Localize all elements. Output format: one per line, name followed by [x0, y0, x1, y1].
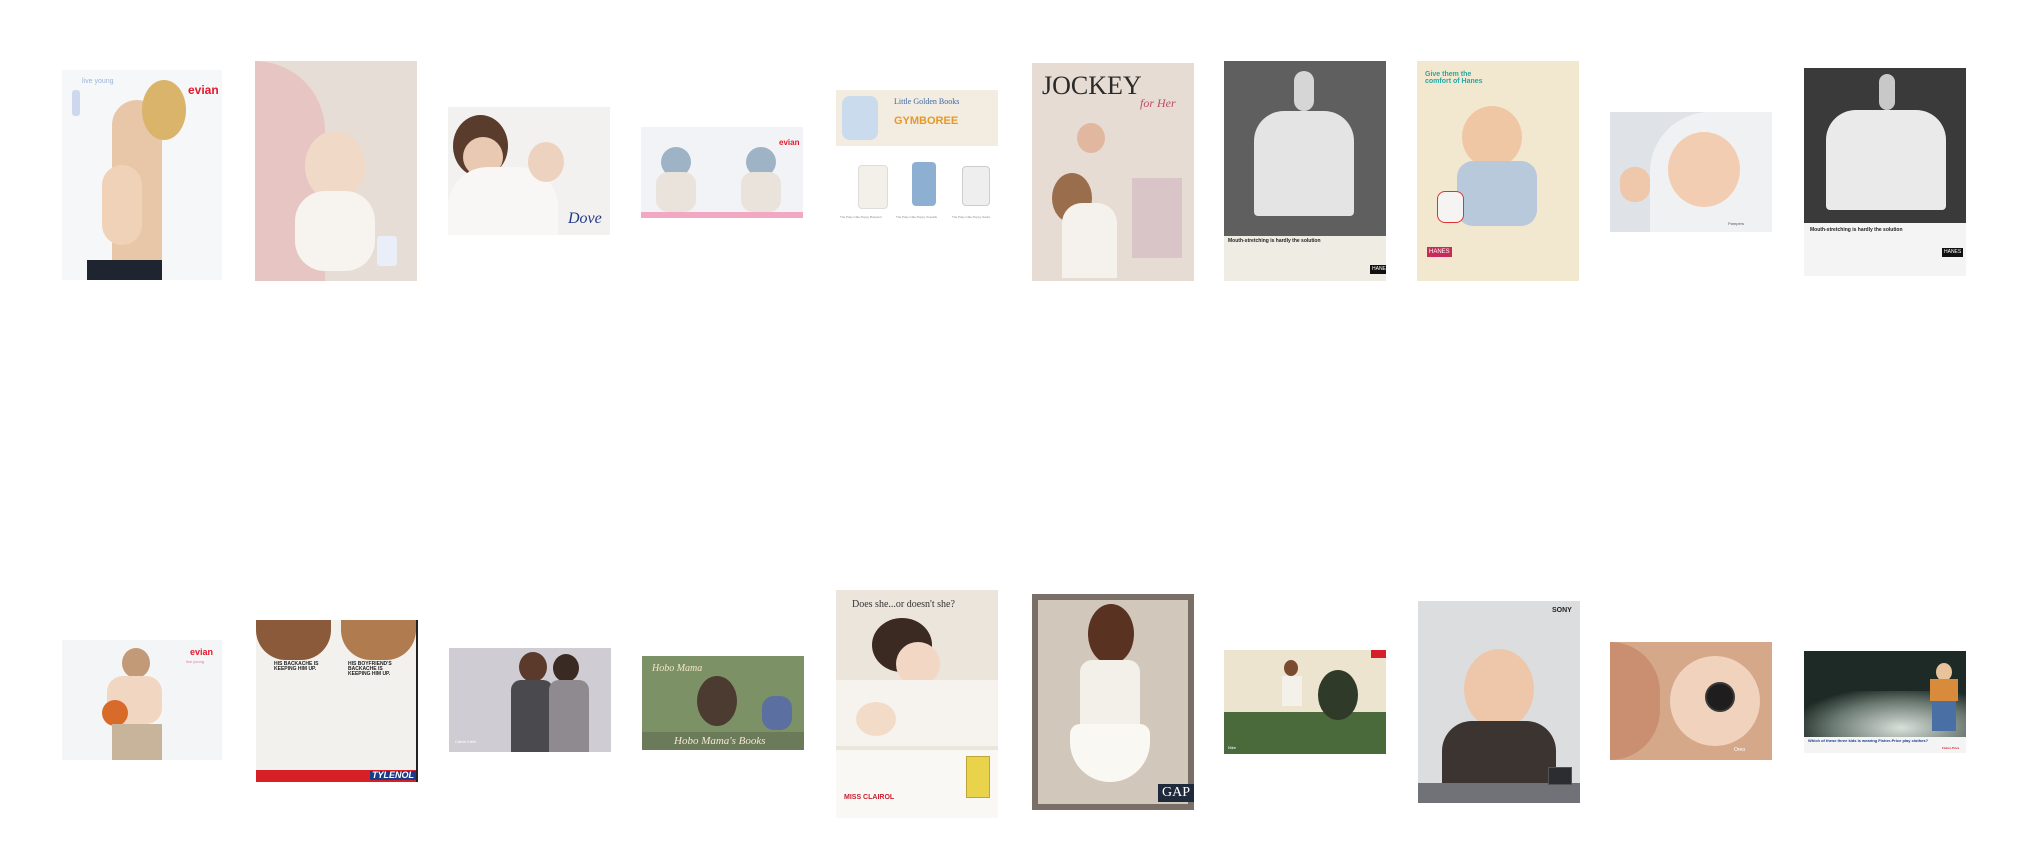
thumbnail-hanes-baby[interactable]: Give them the comfort of Hanes HANES [1417, 61, 1579, 281]
sony-logo: SONY [1552, 607, 1572, 614]
thumbnail-miss-clairol[interactable]: Does she...or doesn't she? MISS CLAIROL [836, 590, 998, 818]
thumbnail-gymboree[interactable]: Little Golden Books GYMBOREE The Poky Li… [836, 90, 998, 230]
evian-logo: evian [779, 138, 800, 147]
miss-clairol-logo: MISS CLAIROL [844, 794, 895, 801]
evian-logo: evian [188, 83, 219, 97]
evian-logo: evian [190, 647, 214, 657]
thumbnail-hobo-mama[interactable]: Hobo Mama Hobo Mama's Books [642, 656, 804, 750]
thumbnail-baby-towel[interactable]: Pampers [1610, 112, 1772, 232]
thumbnail-hanes-tshirt[interactable]: Mouth-stretching is hardly the solution … [1224, 61, 1386, 281]
thumbnail-oreo-baby[interactable]: Oreo [1610, 642, 1772, 760]
hanes-logo: HANES [1942, 248, 1964, 257]
thumbnail-hanes-tshirt-bw[interactable]: Mouth-stretching is hardly the solution … [1804, 68, 1966, 276]
thumbnail-calvin-klein[interactable]: Calvin Klein [449, 648, 611, 752]
hanes-logo: HANES [1427, 247, 1452, 257]
thumbnail-fisher-price[interactable]: Which of these three kids is wearing Fis… [1804, 651, 1966, 753]
hanes-logo: HANES [1370, 265, 1386, 274]
jockey-logo: JOCKEY [1042, 71, 1142, 100]
oreo-logo: Oreo [1734, 747, 1746, 753]
thumbnail-evian-mother-baby[interactable]: evian live young [62, 70, 222, 280]
thumbnail-jockey[interactable]: JOCKEY for Her [1032, 63, 1194, 281]
thumbnail-sony[interactable]: SONY [1418, 601, 1580, 803]
gap-logo: GAP [1158, 784, 1194, 802]
thumbnail-nike-running[interactable]: Nike [1224, 650, 1386, 754]
thumbnail-dove-mother-baby[interactable]: Dove [448, 107, 610, 235]
dove-logo: Dove [568, 210, 602, 227]
thumbnail-baby-pink-blanket[interactable] [255, 61, 417, 281]
thumbnail-tylenol[interactable]: HIS BACKACHE IS KEEPING HIM UP. HIS BOYF… [256, 620, 418, 782]
fisher-price-logo: Fisher-Price [1942, 746, 1960, 750]
thumbnail-evian-babies[interactable]: evian [641, 127, 803, 218]
tylenol-logo: TYLENOL [370, 770, 416, 780]
thumbnail-evian-man-baby[interactable]: evian live young [62, 640, 222, 760]
gymboree-logo: GYMBOREE [894, 115, 959, 127]
thumbnail-gap[interactable]: GAP [1032, 594, 1194, 810]
